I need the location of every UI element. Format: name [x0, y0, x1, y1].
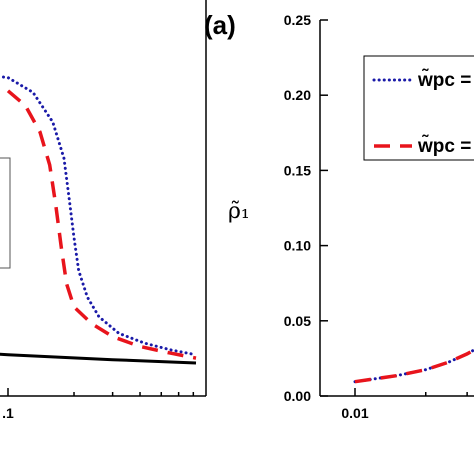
right-panel-x-ticks: 0.01 [341, 388, 468, 421]
right-panel-y-ticks: 0.00 0.05 0.10 0.15 0.20 0.25 [284, 12, 328, 404]
left-panel-series [0, 75, 198, 365]
legend-label-1: w̃pc = [417, 134, 471, 157]
left-x-tick-label: .1 [2, 405, 14, 421]
y-tick-label: 0.00 [284, 388, 311, 404]
y-axis-label: ρ̃₁ [228, 199, 250, 224]
left-panel-ticks [7, 388, 195, 396]
y-tick-label: 0.25 [284, 12, 311, 28]
y-tick-label: 0.15 [284, 162, 311, 178]
legend-label-0: w̃pc = [417, 68, 471, 91]
legend: w̃pc = w̃pc = [363, 55, 474, 161]
left-series-dashed [6, 89, 197, 360]
right-series-dashed [354, 347, 474, 384]
right-panel: (a) ρ̃₁ 0.00 0.05 0.10 0.15 0.20 0.25 0.01 w̃… [204, 10, 474, 421]
y-tick-label: 0.05 [284, 313, 311, 329]
legend-box [363, 55, 474, 161]
left-panel-legend-box [0, 157, 11, 269]
left-panel: .1 [0, 0, 207, 421]
y-tick-label: 0.20 [284, 87, 311, 103]
right-panel-series [353, 347, 474, 384]
panel-label: (a) [204, 10, 236, 40]
left-series-dotted [0, 75, 198, 357]
left-series-solid [0, 352, 197, 365]
y-tick-label: 0.10 [284, 238, 311, 254]
x-tick-label: 0.01 [341, 405, 368, 421]
